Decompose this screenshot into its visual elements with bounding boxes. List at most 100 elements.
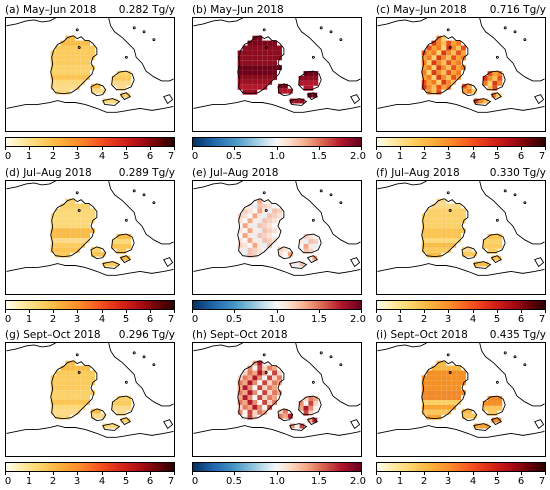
coastline bbox=[6, 181, 174, 276]
emission-cell bbox=[446, 45, 452, 51]
emission-cell bbox=[121, 400, 127, 406]
emission-cell bbox=[451, 55, 457, 61]
emission-cell bbox=[60, 242, 66, 248]
emission-cell bbox=[308, 80, 314, 86]
emission-cell bbox=[252, 399, 258, 405]
emission-cell bbox=[451, 380, 457, 386]
emission-cell bbox=[70, 390, 76, 396]
emission-cell bbox=[80, 40, 86, 46]
emission-cell bbox=[426, 70, 432, 75]
emission-cell bbox=[421, 60, 427, 66]
emission-cell bbox=[421, 65, 427, 71]
emission-cell bbox=[441, 375, 447, 381]
emission-cell bbox=[446, 218, 452, 224]
emission-cell bbox=[441, 40, 447, 46]
emission-cell bbox=[436, 233, 442, 238]
emission-cell bbox=[55, 247, 61, 253]
emission-cell bbox=[303, 238, 309, 244]
emission-cell bbox=[262, 380, 268, 386]
emission-cell bbox=[65, 390, 71, 396]
emission-cell bbox=[466, 246, 472, 252]
emission-cell bbox=[262, 242, 268, 248]
emission-cell bbox=[426, 247, 432, 253]
emission-cell bbox=[252, 35, 258, 41]
emission-cell bbox=[237, 399, 243, 405]
emission-cell bbox=[80, 370, 86, 376]
emission-cell bbox=[299, 98, 305, 104]
emission-cell bbox=[431, 203, 437, 209]
colorbar-tick-label: 6 bbox=[146, 476, 154, 487]
emission-cell bbox=[121, 410, 127, 416]
colorbar-tick-label: 6 bbox=[517, 314, 525, 325]
colorbar-tick bbox=[77, 310, 78, 313]
emission-cell bbox=[126, 400, 132, 406]
emission-cell bbox=[421, 218, 427, 224]
emission-cell bbox=[461, 408, 467, 414]
colorbar-tick bbox=[521, 310, 522, 313]
emission-cell bbox=[252, 74, 258, 80]
emission-cell bbox=[80, 70, 86, 75]
emission-cell bbox=[436, 79, 442, 85]
emission-cell bbox=[70, 223, 76, 229]
panel-label: (d) Jul–Aug 2018 bbox=[5, 167, 92, 179]
emission-cell bbox=[262, 55, 268, 61]
emission-cell bbox=[85, 237, 90, 243]
colorbar-tick-label: 6 bbox=[517, 476, 525, 487]
emission-cell bbox=[277, 83, 283, 89]
emission-cell bbox=[272, 399, 277, 405]
emission-cell bbox=[267, 45, 273, 51]
emission-cell bbox=[272, 74, 277, 80]
emission-cell bbox=[242, 84, 248, 90]
emission-map bbox=[5, 342, 175, 457]
emission-cell bbox=[262, 228, 268, 234]
emission-cell bbox=[421, 79, 427, 85]
emission-cell bbox=[426, 74, 432, 80]
emission-cell bbox=[242, 375, 248, 381]
emission-cell bbox=[60, 45, 66, 51]
emission-cell bbox=[272, 228, 277, 234]
emission-cell bbox=[247, 380, 253, 386]
emission-cell bbox=[267, 79, 273, 85]
emission-cell bbox=[267, 60, 273, 66]
emission-cell bbox=[272, 233, 277, 238]
emission-cell bbox=[282, 413, 288, 419]
emission-cell bbox=[242, 213, 248, 219]
emission-cell bbox=[431, 385, 437, 391]
emission-cell bbox=[451, 375, 457, 381]
emission-colorbar bbox=[376, 300, 546, 310]
emission-cell bbox=[60, 414, 66, 420]
emission-cell bbox=[461, 50, 466, 56]
emission-cell bbox=[441, 228, 447, 234]
emission-cell bbox=[461, 251, 467, 257]
colorbar-ticks: 0 1 2 3 4 5 6 7 bbox=[376, 310, 546, 328]
emission-cell bbox=[282, 83, 288, 89]
emission-cell bbox=[426, 213, 432, 219]
map-panel: (e) Jul–Aug 2018 0 0.5 1.0 1.5 2.0 bbox=[192, 166, 366, 326]
emission-cell bbox=[70, 84, 76, 90]
emission-cell bbox=[277, 213, 282, 219]
colorbar-tick bbox=[174, 147, 175, 150]
emission-cell bbox=[487, 248, 493, 254]
emission-cell bbox=[482, 75, 488, 81]
colorbar-tick-label: 6 bbox=[517, 151, 525, 162]
colorbar-tick-label: 2 bbox=[49, 476, 57, 487]
emission-cell bbox=[421, 404, 427, 410]
emission-map bbox=[376, 17, 546, 132]
emission-cell bbox=[487, 405, 493, 411]
colorbar-tick-label: 3 bbox=[73, 476, 81, 487]
emission-cell bbox=[65, 365, 71, 371]
emission-cell bbox=[441, 79, 447, 85]
emission-cell bbox=[85, 70, 90, 75]
emission-cell bbox=[313, 405, 319, 411]
emission-cell bbox=[237, 55, 243, 61]
emission-cell bbox=[80, 228, 86, 234]
emission-cell bbox=[471, 88, 477, 94]
emission-cell bbox=[247, 208, 253, 214]
emission-cell bbox=[75, 390, 81, 396]
emission-cell bbox=[308, 243, 314, 249]
emission-cell bbox=[237, 385, 243, 391]
emission-cell bbox=[121, 234, 127, 239]
emission-cell bbox=[313, 238, 319, 244]
emission-cell bbox=[75, 228, 81, 234]
emission-cell bbox=[112, 98, 118, 104]
